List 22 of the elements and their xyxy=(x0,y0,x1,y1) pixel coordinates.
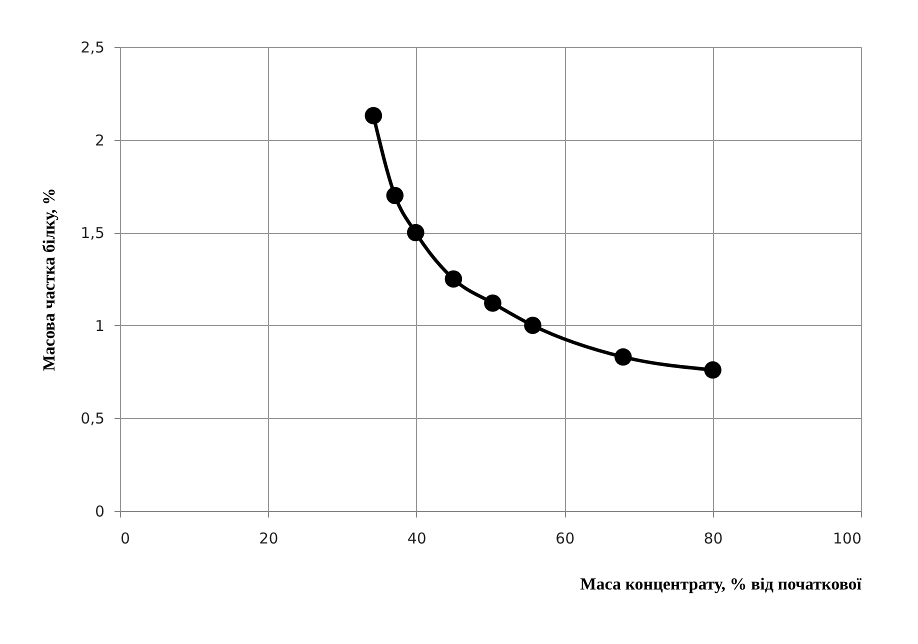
point xyxy=(364,107,382,124)
point xyxy=(407,224,424,242)
point xyxy=(614,348,632,366)
x-tick-label: 100 xyxy=(832,530,862,548)
y-tick-label: 2,5 xyxy=(80,38,104,56)
point xyxy=(484,294,502,312)
y-tick-label: 1,5 xyxy=(80,224,104,242)
point xyxy=(524,316,542,334)
point xyxy=(704,361,722,379)
y-axis-title: Масова частка білку, % xyxy=(40,188,59,371)
x-tick-label: 0 xyxy=(120,530,130,548)
point xyxy=(386,186,404,204)
x-tick-label: 40 xyxy=(407,530,426,548)
y-tick-label: 1 xyxy=(94,316,104,335)
y-tick-label: 2 xyxy=(94,131,104,150)
x-tick-label: 60 xyxy=(556,530,575,548)
x-axis-title: Маса концентрату, % від початкової xyxy=(580,574,862,594)
y-tick-label: 0 xyxy=(94,502,104,520)
x-tick-label: 20 xyxy=(259,530,278,548)
y-tick-label: 0,5 xyxy=(80,410,104,428)
point xyxy=(444,270,462,288)
x-tick-label: 80 xyxy=(704,530,723,548)
